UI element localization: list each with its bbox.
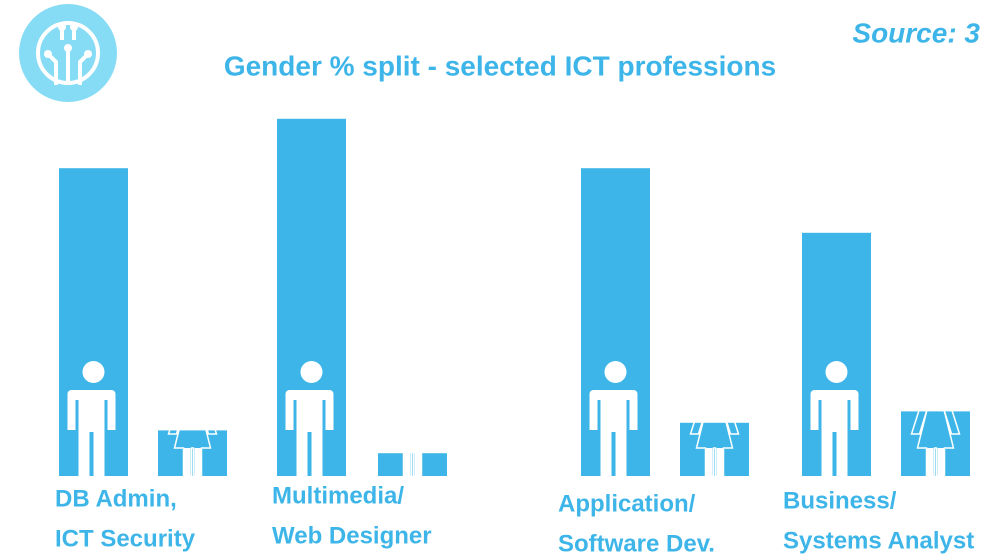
icon-body: [67, 390, 116, 476]
male-icon: [285, 361, 334, 476]
icon-head: [82, 361, 105, 383]
icon-head: [604, 361, 627, 383]
male-icon: [589, 361, 638, 476]
icon-head: [923, 360, 948, 384]
icon-body: [589, 390, 638, 476]
source: Source: 3: [852, 17, 980, 48]
x-tick-label: Application/: [558, 490, 696, 517]
icon-legs: [926, 448, 945, 476]
male-icon: [67, 361, 116, 476]
icon-head: [702, 360, 727, 384]
icon-body: [387, 389, 438, 477]
icon-legs: [705, 448, 724, 476]
icon-body: [689, 389, 740, 477]
male-icon: [810, 361, 859, 476]
icon-legs: [183, 448, 202, 476]
icon-head: [400, 360, 425, 384]
female-icon: [387, 360, 438, 477]
x-tick-label: Web Designer: [272, 522, 432, 549]
icon-legs: [403, 448, 422, 476]
female-icon: [910, 360, 961, 477]
chart-title: Gender % split - selected ICT profession…: [224, 50, 776, 81]
icon-body: [285, 390, 334, 476]
icon-body: [910, 389, 961, 477]
x-tick-label: DB Admin,: [55, 485, 177, 512]
x-tick-label: Systems Analyst: [783, 527, 974, 554]
icon-head: [300, 361, 323, 383]
logo: [19, 4, 117, 102]
icon-head: [180, 360, 205, 384]
bar: [680, 422, 749, 476]
x-tick-label: Software Dev.: [558, 530, 715, 557]
x-tick-label: ICT Security: [55, 525, 196, 552]
female-icon: [689, 360, 740, 477]
bar: [158, 430, 227, 476]
x-tick-label: Business/: [783, 487, 897, 514]
icon-head: [825, 361, 848, 383]
bar: [901, 411, 970, 476]
female-icon: [167, 360, 218, 477]
icon-body: [167, 389, 218, 477]
x-tick-label: Multimedia/: [272, 482, 404, 509]
icon-body: [810, 390, 859, 476]
bar: [378, 453, 447, 476]
